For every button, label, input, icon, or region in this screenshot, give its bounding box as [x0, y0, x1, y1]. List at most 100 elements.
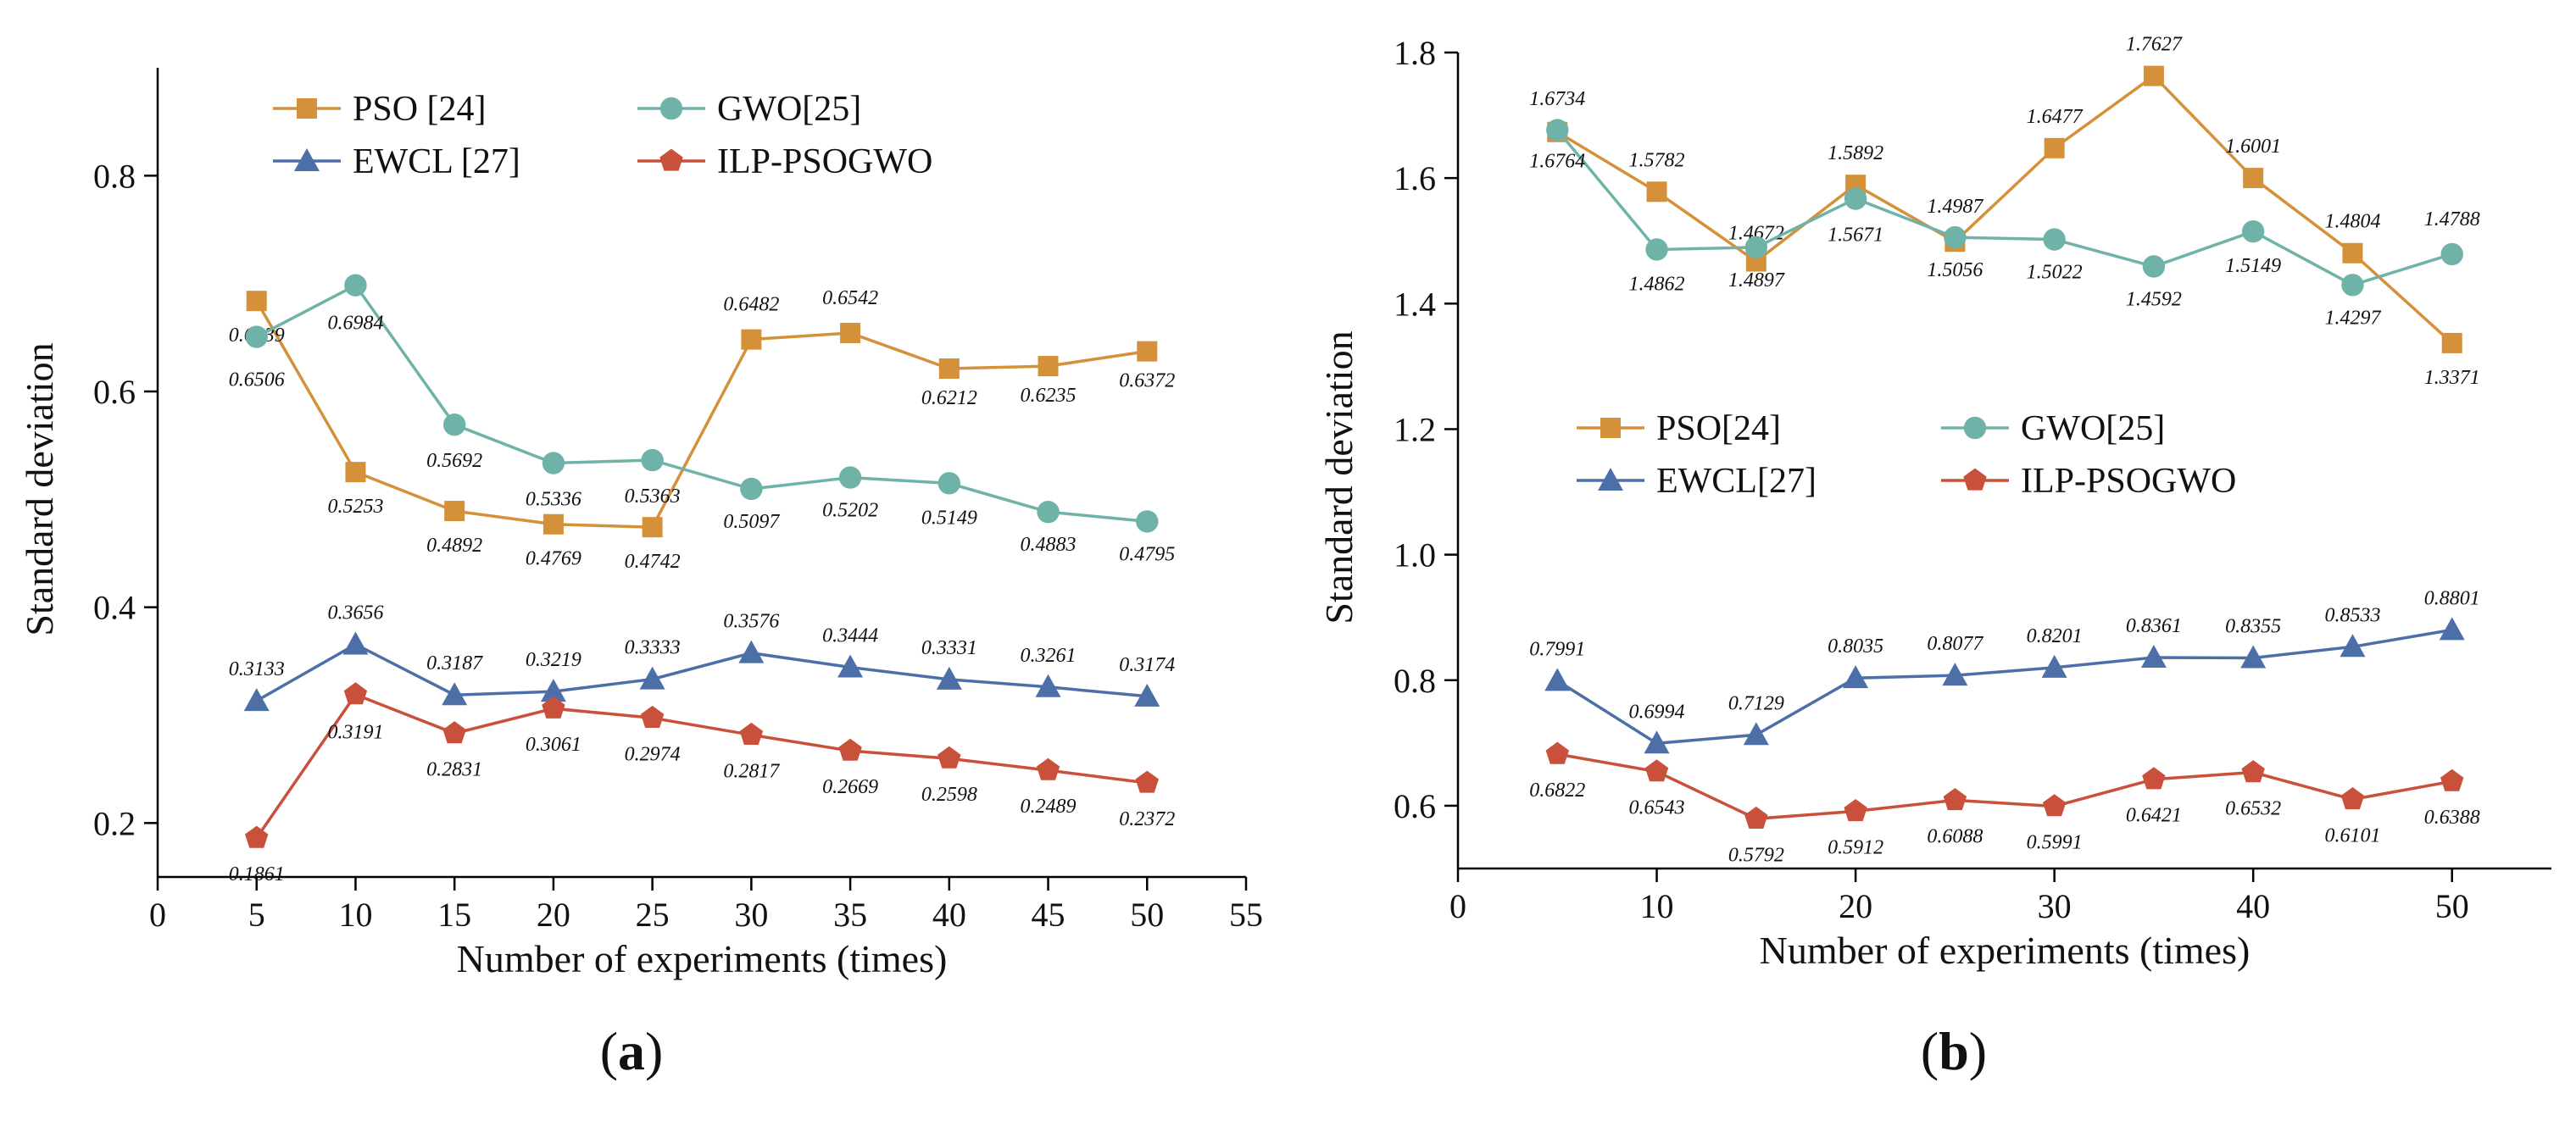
data-point — [937, 746, 961, 769]
data-label: 1.4897 — [1728, 269, 1785, 291]
data-point — [542, 452, 565, 474]
legend: PSO [24] GWO[25] EWCL [27] ILP-PSOGWO — [273, 90, 932, 181]
data-label: 0.5912 — [1828, 836, 1883, 858]
series-line — [255, 283, 1148, 524]
legend-label: EWCL[27] — [1656, 462, 1817, 501]
data-label: 1.5056 — [1927, 259, 1983, 281]
y-tick-label: 0.8 — [1394, 662, 1436, 700]
data-point — [2342, 242, 2363, 264]
data-label: 0.6532 — [2225, 798, 2281, 820]
legend-marker — [1598, 468, 1623, 491]
data-point — [1744, 806, 1768, 829]
data-label: 0.6822 — [1529, 780, 1585, 802]
y-axis-title: Standard deviation — [18, 342, 61, 635]
data-label: 1.3371 — [2424, 367, 2480, 389]
data-point — [1036, 758, 1060, 780]
data-label: 1.5022 — [2027, 262, 2083, 284]
y-tick-label: 1.2 — [1394, 410, 1436, 448]
legend-label: GWO[25] — [2021, 409, 2165, 448]
data-label: 0.4795 — [1119, 543, 1175, 565]
data-label: 0.5692 — [426, 450, 482, 472]
data-point — [1744, 236, 1768, 259]
x-tick-label: 20 — [537, 896, 570, 934]
data-point — [245, 825, 269, 848]
series-line — [1556, 74, 2453, 345]
series-line — [255, 692, 1148, 839]
series-pso-24: 1.67341.57821.46721.58921.49871.64771.76… — [1529, 34, 2479, 389]
data-label: 0.5363 — [625, 486, 681, 508]
data-label: 0.2817 — [723, 760, 780, 782]
data-point — [741, 329, 762, 350]
data-point — [1035, 674, 1061, 697]
data-label: 0.4892 — [426, 535, 482, 557]
data-label: 0.6542 — [822, 287, 878, 309]
data-point — [2143, 65, 2164, 86]
data-label: 0.8077 — [1927, 633, 1983, 655]
x-tick-label: 55 — [1229, 896, 1263, 934]
x-tick-label: 40 — [2236, 887, 2270, 925]
data-point — [542, 513, 564, 535]
series-line — [255, 642, 1148, 702]
legend: PSO[24] GWO[25] EWCL[27] ILP-PSOGWO — [1577, 409, 2236, 501]
data-point — [2243, 168, 2264, 189]
legend-label: PSO[24] — [1656, 409, 1781, 448]
data-point — [1136, 510, 1159, 533]
data-label: 1.6764 — [1529, 151, 1585, 173]
data-point — [444, 501, 465, 522]
data-label: 1.4297 — [2324, 307, 2381, 329]
data-point — [1038, 356, 1059, 377]
data-point — [840, 322, 861, 343]
data-point — [2341, 274, 2364, 297]
y-tick-label: 1.4 — [1394, 285, 1436, 323]
data-label: 0.5792 — [1728, 844, 1784, 866]
data-point — [1137, 341, 1158, 362]
y-tick-label: 1.6 — [1394, 159, 1436, 197]
data-point — [343, 682, 368, 705]
data-point — [838, 738, 862, 761]
data-label: 1.6734 — [1529, 88, 1585, 110]
data-point — [442, 682, 468, 706]
data-label: 0.3174 — [1119, 654, 1175, 676]
data-label: 0.6421 — [2126, 805, 2182, 827]
x-tick-label: 50 — [2435, 887, 2469, 925]
data-point — [740, 477, 763, 501]
y-tick-label: 0.4 — [93, 589, 136, 627]
data-label: 0.6984 — [327, 313, 383, 335]
data-label: 1.4804 — [2324, 211, 2380, 233]
data-label: 0.8355 — [2225, 615, 2281, 637]
data-point — [938, 358, 960, 380]
series-gwo-25: 0.6506 0.6984 0.5692 0.5336 0.5363 0.5097 0.52… — [229, 274, 1175, 565]
data-label: 0.6543 — [1629, 797, 1685, 819]
data-point — [838, 466, 862, 489]
data-point — [1546, 119, 1569, 142]
data-point — [2340, 634, 2366, 658]
data-point — [640, 705, 665, 728]
data-label: 1.5149 — [2225, 255, 2281, 277]
data-label: 0.6101 — [2324, 824, 2380, 846]
data-point — [2441, 332, 2462, 353]
data-label: 1.4592 — [2126, 288, 2182, 310]
data-label: 0.5253 — [327, 496, 383, 518]
data-label: 0.3219 — [526, 649, 581, 671]
data-label: 1.6477 — [2027, 106, 2084, 128]
data-label: 0.6482 — [723, 294, 779, 316]
legend-label: ILP-PSOGWO — [2021, 462, 2236, 501]
x-tick-label: 40 — [932, 896, 966, 934]
panel-caption: (b) — [1921, 1021, 1987, 1081]
data-point — [2041, 654, 2067, 678]
data-label: 1.4788 — [2424, 208, 2480, 230]
data-point — [245, 325, 268, 348]
x-tick-label: 5 — [248, 896, 265, 934]
legend-marker — [659, 97, 683, 120]
data-point — [442, 413, 466, 436]
data-label: 0.3061 — [526, 734, 581, 756]
data-label: 0.5336 — [526, 489, 581, 511]
data-label: 0.3191 — [327, 722, 383, 744]
x-tick-label: 20 — [1839, 887, 1872, 925]
data-point — [2440, 242, 2463, 266]
y-tick-label: 0.8 — [93, 157, 136, 195]
data-label: 0.3187 — [426, 652, 483, 674]
x-axis-title: Number of experiments (times) — [457, 937, 948, 980]
data-point — [2140, 645, 2167, 669]
